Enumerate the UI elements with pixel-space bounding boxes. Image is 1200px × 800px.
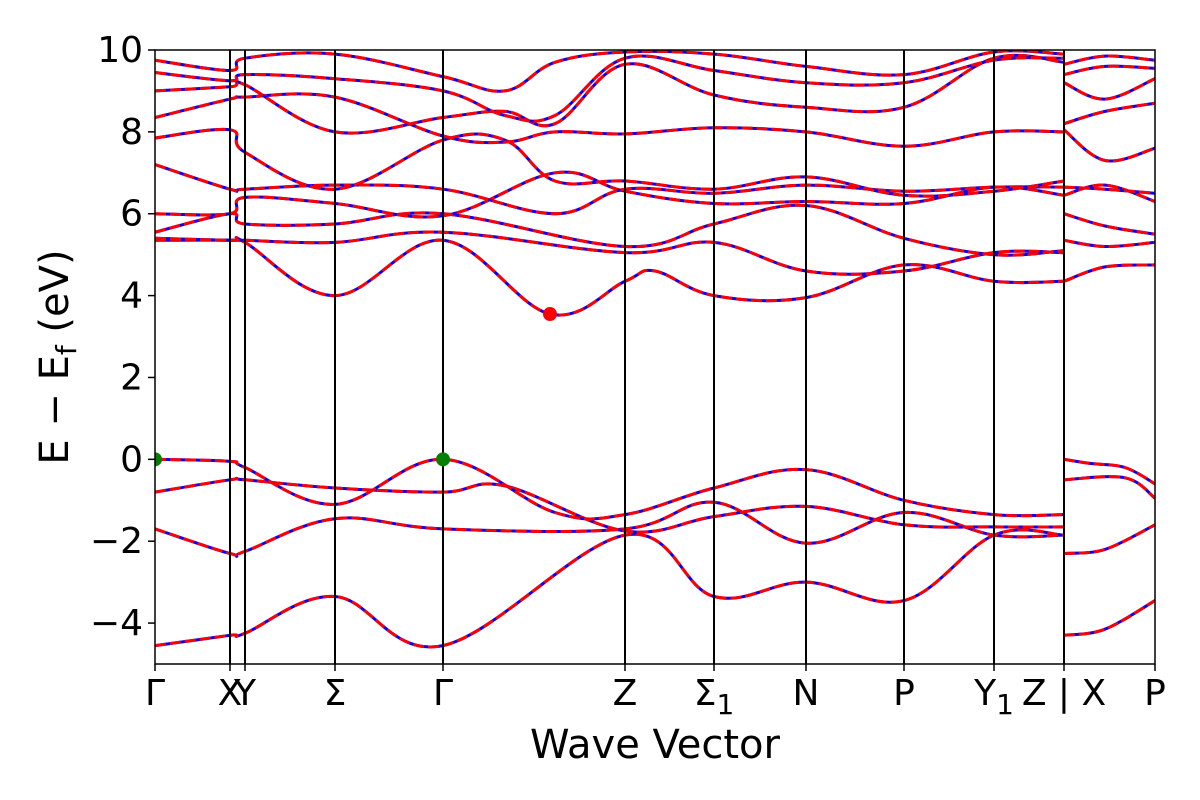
band-21-dashed xyxy=(1063,183,1155,203)
x-tick-label-7-main: N xyxy=(793,673,820,714)
band-23-dashed xyxy=(1063,128,1155,163)
x-tick-label-7: N xyxy=(793,673,820,714)
band-10-solid xyxy=(155,92,1065,148)
x-tick-label-10: Z | X xyxy=(1022,673,1106,714)
y-axis-ticks: −4 −2 0 2 4 6 8 10 xyxy=(90,30,155,644)
band-7-dashed xyxy=(155,170,1065,219)
x-tick-label-8: P xyxy=(893,673,915,714)
x-tick-label-6-main: Σ xyxy=(694,673,717,714)
vbm-marker-0 xyxy=(155,452,162,467)
x-tick-label-1: X xyxy=(218,673,243,714)
band-14-dashed xyxy=(1063,457,1155,486)
x-tick-label-9: Y1 xyxy=(973,673,1014,721)
x-tick-label-2: Y xyxy=(233,673,257,714)
x-tick-label-11-main: P xyxy=(1144,673,1166,714)
band-4-solid xyxy=(155,235,1065,317)
x-tick-label-9-sub: 1 xyxy=(996,688,1014,721)
band-16-dashed xyxy=(1063,523,1155,555)
band-3-solid xyxy=(155,457,1065,521)
band-20-dashed xyxy=(1063,212,1155,236)
plot-frame xyxy=(154,49,1156,665)
band-25-dashed xyxy=(1063,77,1155,101)
extrema-markers xyxy=(155,307,557,467)
vbm-marker-1 xyxy=(436,452,450,467)
high-symmetry-lines xyxy=(229,50,1065,664)
band-4-dashed xyxy=(155,235,1065,317)
band-24-dashed xyxy=(1063,101,1155,126)
x-tick-label-2-main: Y xyxy=(233,673,257,714)
cbm-marker-0 xyxy=(543,307,557,322)
y-tick-label-6: 8 xyxy=(120,112,143,153)
band-1-dashed xyxy=(155,500,1065,558)
y-tick-label-2: 0 xyxy=(120,439,143,480)
band-17-dashed xyxy=(1063,599,1155,637)
band-0-dashed xyxy=(155,528,1065,649)
x-tick-label-0-main: Γ xyxy=(145,673,165,714)
y-tick-label-1: −2 xyxy=(90,521,143,562)
x-tick-label-6: Σ1 xyxy=(694,673,735,721)
bands-layer xyxy=(155,50,1155,649)
band-8-dashed xyxy=(155,163,1065,216)
x-tick-label-11: P xyxy=(1144,673,1166,714)
x-tick-label-1-main: X xyxy=(218,673,243,714)
y-axis-title: E − Ef (eV) xyxy=(32,249,83,464)
x-tick-label-3-main: Σ xyxy=(324,673,347,714)
x-tick-label-10-main: Z | X xyxy=(1022,673,1106,714)
band-10-dashed xyxy=(155,92,1065,148)
y-tick-label-7: 10 xyxy=(97,30,143,71)
band-26-dashed xyxy=(1063,64,1155,77)
x-tick-label-4-main: Γ xyxy=(433,673,453,714)
band-19-dashed xyxy=(1063,238,1155,249)
band-12-dashed xyxy=(155,54,1065,123)
y-axis-title-sub: f xyxy=(50,344,83,355)
band-17-solid xyxy=(1063,599,1155,637)
y-axis-title-main: E − E xyxy=(32,355,78,465)
band-15-dashed xyxy=(1063,475,1155,500)
x-axis-title: Wave Vector xyxy=(530,722,781,768)
y-tick-label-0: −4 xyxy=(90,603,143,644)
x-tick-label-5: Z xyxy=(613,673,638,714)
x-tick-label-9-main: Y xyxy=(973,673,997,714)
band-5-dashed xyxy=(155,230,1065,276)
band-6-solid xyxy=(155,203,1065,257)
y-tick-label-3: 2 xyxy=(120,357,143,398)
band-14-solid xyxy=(1063,457,1155,486)
band-18-dashed xyxy=(1063,263,1155,283)
x-tick-label-5-main: Z xyxy=(613,673,638,714)
band-27-dashed xyxy=(1063,54,1155,66)
x-tick-label-3: Σ xyxy=(324,673,347,714)
y-tick-label-5: 6 xyxy=(120,194,143,235)
band-6-dashed xyxy=(155,203,1065,257)
y-axis-title-unit: (eV) xyxy=(32,249,78,345)
band-22-dashed xyxy=(1063,185,1155,195)
band-8-solid xyxy=(155,163,1065,216)
x-tick-label-0: Γ xyxy=(145,673,165,714)
x-tick-label-8-main: P xyxy=(893,673,915,714)
x-tick-label-4: Γ xyxy=(433,673,453,714)
x-tick-label-6-sub: 1 xyxy=(716,688,734,721)
band-3-dashed xyxy=(155,457,1065,521)
band-23-solid xyxy=(1063,128,1155,163)
y-tick-label-4: 4 xyxy=(120,276,143,317)
